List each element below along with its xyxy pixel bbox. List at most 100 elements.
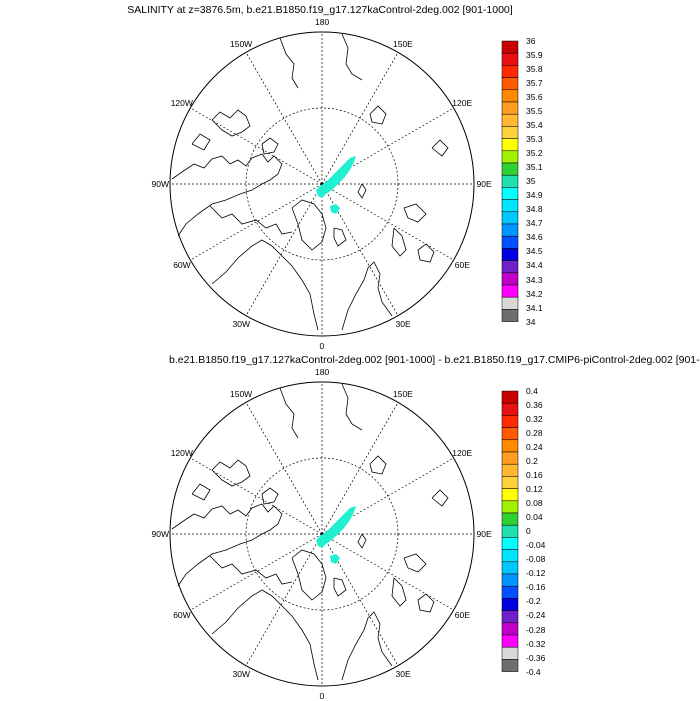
longitude-label: 120W: [170, 448, 193, 458]
salinity-field: [316, 506, 356, 548]
colorbar-tick-label: -0.28: [526, 624, 546, 635]
meridian-line: [245, 402, 323, 535]
colorbar-swatch: [501, 598, 519, 611]
colorbar-tick-label: 0.36: [526, 400, 543, 411]
colorbar-tick-label: -0.16: [526, 582, 546, 593]
coastline: [211, 239, 319, 331]
colorbar-tick-label: 34.3: [526, 274, 543, 285]
colorbar-swatch: [501, 272, 519, 286]
meridian-line: [190, 107, 323, 185]
coastline: [391, 577, 407, 607]
colorbar-tick-label: -0.32: [526, 638, 546, 649]
colorbar-tick-label: 0.12: [526, 484, 543, 495]
coastline: [431, 489, 449, 507]
colorbar-tick-label: 34: [526, 316, 536, 327]
colorbar-swatch: [501, 537, 519, 550]
longitude-label: 30W: [232, 669, 250, 680]
longitude-label: 90W: [151, 529, 169, 539]
coastline: [279, 387, 299, 439]
colorbar-swatch: [501, 622, 519, 636]
coastline: [357, 533, 367, 549]
longitude-label: 120E: [452, 98, 473, 108]
colorbar-swatch: [501, 451, 519, 465]
coastline: [369, 455, 387, 475]
coastline: [417, 593, 435, 613]
coastline: [341, 383, 363, 431]
colorbar-swatch: [501, 646, 519, 660]
coastline: [341, 261, 393, 331]
coastline: [291, 549, 327, 601]
colorbar-tick-label: -0.08: [526, 554, 546, 565]
colorbar-swatch: [501, 77, 519, 91]
colorbar-swatch: [501, 561, 519, 575]
colorbar-swatch: [501, 187, 519, 200]
colorbar-tick-label: 35.9: [526, 50, 543, 61]
coastline: [261, 487, 279, 505]
longitude-label: 90E: [476, 529, 492, 539]
longitude-label: 150W: [230, 38, 253, 49]
longitude-label: 30E: [395, 669, 411, 680]
colorbar-swatch: [501, 390, 519, 404]
colorbar-swatch: [501, 659, 519, 672]
colorbar-tick-label: 34.8: [526, 204, 543, 215]
longitude-label: 120W: [170, 98, 193, 108]
longitude-label: 120E: [452, 448, 473, 458]
panel2-title: b.e21.B1850.f19_g17.127kaControl-2deg.00…: [169, 354, 700, 366]
colorbar-tick-label: 0.2: [526, 456, 538, 467]
colorbar-tick-label: -0.4: [526, 666, 541, 677]
longitude-label: 60W: [173, 260, 191, 270]
coastline: [291, 199, 327, 251]
colorbar-tick-label: -0.2: [526, 596, 541, 607]
coastline: [279, 37, 299, 89]
coastline: [391, 227, 407, 257]
colorbar-swatch: [501, 260, 519, 274]
colorbar-tick-label: 35.5: [526, 106, 543, 117]
colorbar-tick-label: 34.4: [526, 260, 543, 271]
meridian-line: [321, 183, 454, 261]
colorbar-tick-label: 35.6: [526, 92, 543, 103]
salinity-field: [330, 204, 340, 214]
coastline: [369, 105, 387, 125]
colorbar-tick-label: 35.4: [526, 120, 543, 131]
colorbar-swatch: [501, 101, 519, 115]
colorbar-swatch: [501, 488, 519, 502]
coastline: [171, 503, 283, 587]
coastline: [209, 205, 293, 235]
longitude-label: 30E: [395, 319, 411, 330]
colorbar-swatch: [501, 415, 519, 428]
meridian-line: [190, 457, 323, 535]
colorbar-swatch: [501, 199, 519, 213]
longitude-label: 60E: [454, 610, 470, 620]
colorbar-swatch: [501, 585, 519, 599]
colorbar-tick-label: 34.2: [526, 288, 543, 299]
coastline: [341, 33, 363, 81]
longitude-label: 60W: [173, 610, 191, 620]
colorbar-swatch: [501, 138, 519, 152]
colorbar-tick-label: 35: [526, 176, 536, 187]
colorbar-tick-label: 34.9: [526, 190, 543, 201]
longitude-label: 150E: [393, 388, 413, 399]
colorbar-tick-label: 35.1: [526, 162, 543, 173]
colorbar-tick-label: 0.32: [526, 414, 543, 425]
longitude-label: 150W: [230, 388, 253, 399]
colorbar-swatch: [501, 439, 519, 453]
longitude-label: 0: [319, 691, 325, 701]
colorbar-swatch: [501, 296, 519, 310]
colorbar-swatch: [501, 500, 519, 514]
colorbar-swatch: [501, 512, 519, 526]
coastline: [211, 589, 319, 681]
colorbar-swatch: [501, 40, 519, 54]
colorbar-tick-label: 35.7: [526, 78, 543, 89]
colorbar-swatch: [501, 174, 519, 188]
colorbar-tick-label: 36: [526, 36, 536, 46]
colorbar-swatch: [501, 524, 519, 538]
polar-map-panel-1: [169, 31, 475, 337]
colorbar-tick-label: 34.6: [526, 232, 543, 243]
colorbar-tick-label: 0.04: [526, 512, 543, 523]
meridian-line: [245, 183, 323, 316]
colorbar-swatch: [501, 610, 519, 624]
colorbar-tick-label: 0.28: [526, 428, 543, 439]
colorbar-swatch: [501, 309, 519, 322]
colorbar-swatch: [501, 52, 519, 66]
